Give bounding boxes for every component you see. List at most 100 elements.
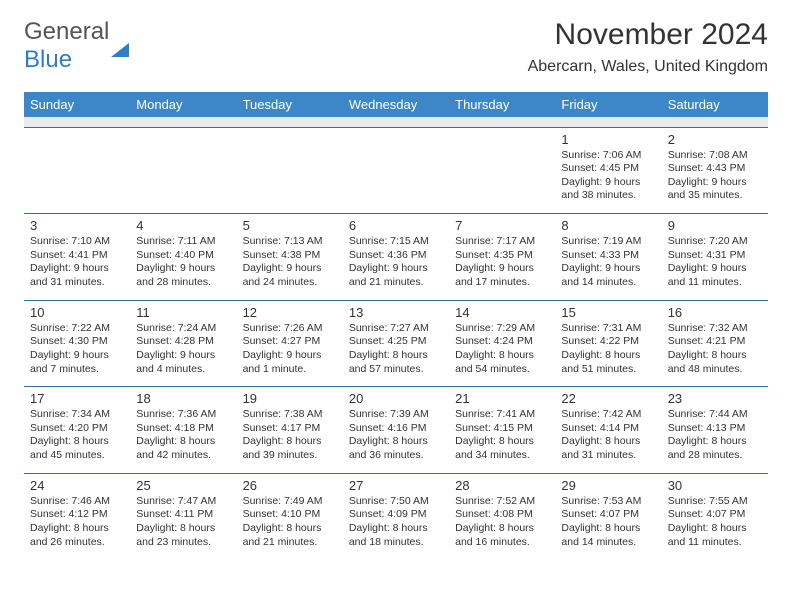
calendar-day-cell: 18Sunrise: 7:36 AMSunset: 4:18 PMDayligh… (130, 387, 236, 474)
sunset-text: Sunset: 4:20 PM (30, 422, 124, 436)
daylight-text: and 21 minutes. (349, 276, 443, 290)
daylight-text: and 28 minutes. (136, 276, 230, 290)
calendar-header-row: Sunday Monday Tuesday Wednesday Thursday… (24, 92, 768, 117)
sunrise-text: Sunrise: 7:42 AM (561, 408, 655, 422)
sunset-text: Sunset: 4:09 PM (349, 508, 443, 522)
sunrise-text: Sunrise: 7:39 AM (349, 408, 443, 422)
day-number: 23 (668, 391, 762, 406)
sunrise-text: Sunrise: 7:49 AM (243, 495, 337, 509)
sunset-text: Sunset: 4:25 PM (349, 335, 443, 349)
day-number: 19 (243, 391, 337, 406)
daylight-text: Daylight: 8 hours (30, 522, 124, 536)
daylight-text: and 36 minutes. (349, 449, 443, 463)
day-number: 27 (349, 478, 443, 493)
sunset-text: Sunset: 4:12 PM (30, 508, 124, 522)
daylight-text: Daylight: 9 hours (455, 262, 549, 276)
daylight-text: and 57 minutes. (349, 363, 443, 377)
day-number: 11 (136, 305, 230, 320)
day-number: 16 (668, 305, 762, 320)
sunrise-text: Sunrise: 7:29 AM (455, 322, 549, 336)
logo-word2: Blue (24, 46, 72, 73)
calendar-day-cell: 7Sunrise: 7:17 AMSunset: 4:35 PMDaylight… (449, 214, 555, 301)
calendar-week-row: 10Sunrise: 7:22 AMSunset: 4:30 PMDayligh… (24, 300, 768, 387)
calendar-day-cell: 1Sunrise: 7:06 AMSunset: 4:45 PMDaylight… (555, 127, 661, 214)
day-number: 3 (30, 218, 124, 233)
daylight-text: Daylight: 9 hours (561, 176, 655, 190)
calendar-day-cell (24, 127, 130, 214)
calendar-week-row: 24Sunrise: 7:46 AMSunset: 4:12 PMDayligh… (24, 473, 768, 559)
calendar-day-cell (343, 127, 449, 214)
day-number: 10 (30, 305, 124, 320)
sunset-text: Sunset: 4:16 PM (349, 422, 443, 436)
day-number: 4 (136, 218, 230, 233)
sunset-text: Sunset: 4:31 PM (668, 249, 762, 263)
sunset-text: Sunset: 4:22 PM (561, 335, 655, 349)
sunrise-text: Sunrise: 7:44 AM (668, 408, 762, 422)
calendar-day-cell: 17 Sunrise: 7:34 AMSunset: 4:20 PMDayligh… (24, 387, 130, 474)
calendar-day-cell: 30Sunrise: 7:55 AMSunset: 4:07 PMDayligh… (662, 473, 768, 559)
calendar-day-cell: 27Sunrise: 7:50 AMSunset: 4:09 PMDayligh… (343, 473, 449, 559)
daylight-text: Daylight: 8 hours (30, 435, 124, 449)
sunrise-text: Sunrise: 7:20 AM (668, 235, 762, 249)
daylight-text: Daylight: 9 hours (349, 262, 443, 276)
logo: General Blue (24, 18, 129, 74)
daylight-text: and 11 minutes. (668, 536, 762, 550)
calendar-day-cell: 28Sunrise: 7:52 AMSunset: 4:08 PMDayligh… (449, 473, 555, 559)
daylight-text: and 24 minutes. (243, 276, 337, 290)
calendar-day-cell: 23Sunrise: 7:44 AMSunset: 4:13 PMDayligh… (662, 387, 768, 474)
sunset-text: Sunset: 4:10 PM (243, 508, 337, 522)
daylight-text: and 39 minutes. (243, 449, 337, 463)
daylight-text: and 14 minutes. (561, 536, 655, 550)
daylight-text: Daylight: 9 hours (243, 349, 337, 363)
calendar-week-row: 3Sunrise: 7:10 AMSunset: 4:41 PMDaylight… (24, 214, 768, 301)
sunrise-text: Sunrise: 7:11 AM (136, 235, 230, 249)
day-number: 7 (455, 218, 549, 233)
daylight-text: and 23 minutes. (136, 536, 230, 550)
weekday-header: Sunday (24, 92, 130, 117)
weekday-header: Tuesday (237, 92, 343, 117)
day-number: 2 (668, 132, 762, 147)
calendar-day-cell: 4Sunrise: 7:11 AMSunset: 4:40 PMDaylight… (130, 214, 236, 301)
day-number: 26 (243, 478, 337, 493)
calendar-table: Sunday Monday Tuesday Wednesday Thursday… (24, 92, 768, 559)
sunset-text: Sunset: 4:40 PM (136, 249, 230, 263)
calendar-day-cell: 19Sunrise: 7:38 AMSunset: 4:17 PMDayligh… (237, 387, 343, 474)
day-number: 5 (243, 218, 337, 233)
sunrise-text: Sunrise: 7:34 AM (30, 408, 124, 422)
sunset-text: Sunset: 4:33 PM (561, 249, 655, 263)
title-block: November 2024 Abercarn, Wales, United Ki… (528, 18, 768, 76)
sunset-text: Sunset: 4:08 PM (455, 508, 549, 522)
sunset-text: Sunset: 4:14 PM (561, 422, 655, 436)
day-number: 25 (136, 478, 230, 493)
day-number: 22 (561, 391, 655, 406)
day-number: 15 (561, 305, 655, 320)
weekday-header: Saturday (662, 92, 768, 117)
sunrise-text: Sunrise: 7:47 AM (136, 495, 230, 509)
daylight-text: and 31 minutes. (30, 276, 124, 290)
daylight-text: Daylight: 8 hours (136, 435, 230, 449)
calendar-day-cell: 5Sunrise: 7:13 AMSunset: 4:38 PMDaylight… (237, 214, 343, 301)
day-number: 1 (561, 132, 655, 147)
logo-text: General Blue (24, 18, 129, 74)
sunset-text: Sunset: 4:24 PM (455, 335, 549, 349)
sunrise-text: Sunrise: 7:31 AM (561, 322, 655, 336)
calendar-day-cell: 16Sunrise: 7:32 AMSunset: 4:21 PMDayligh… (662, 300, 768, 387)
sunset-text: Sunset: 4:07 PM (668, 508, 762, 522)
calendar-week-row: 17Sunrise: 7:34 AMSunset: 4:20 PMDayligh… (24, 387, 768, 474)
sunset-text: Sunset: 4:38 PM (243, 249, 337, 263)
calendar-day-cell: 12Sunrise: 7:26 AMSunset: 4:27 PMDayligh… (237, 300, 343, 387)
sunrise-text: Sunrise: 7:19 AM (561, 235, 655, 249)
day-number: 17 (30, 391, 124, 406)
calendar-day-cell: 10Sunrise: 7:22 AMSunset: 4:30 PMDayligh… (24, 300, 130, 387)
sunset-text: Sunset: 4:17 PM (243, 422, 337, 436)
daylight-text: Daylight: 8 hours (561, 522, 655, 536)
calendar-day-cell: 3Sunrise: 7:10 AMSunset: 4:41 PMDaylight… (24, 214, 130, 301)
day-number: 18 (136, 391, 230, 406)
daylight-text: Daylight: 8 hours (243, 435, 337, 449)
location-text: Abercarn, Wales, United Kingdom (528, 58, 768, 76)
calendar-day-cell: 6Sunrise: 7:15 AMSunset: 4:36 PMDaylight… (343, 214, 449, 301)
sunrise-text: Sunrise: 7:27 AM (349, 322, 443, 336)
day-number: 12 (243, 305, 337, 320)
calendar-day-cell: 29Sunrise: 7:53 AMSunset: 4:07 PMDayligh… (555, 473, 661, 559)
day-number: 21 (455, 391, 549, 406)
